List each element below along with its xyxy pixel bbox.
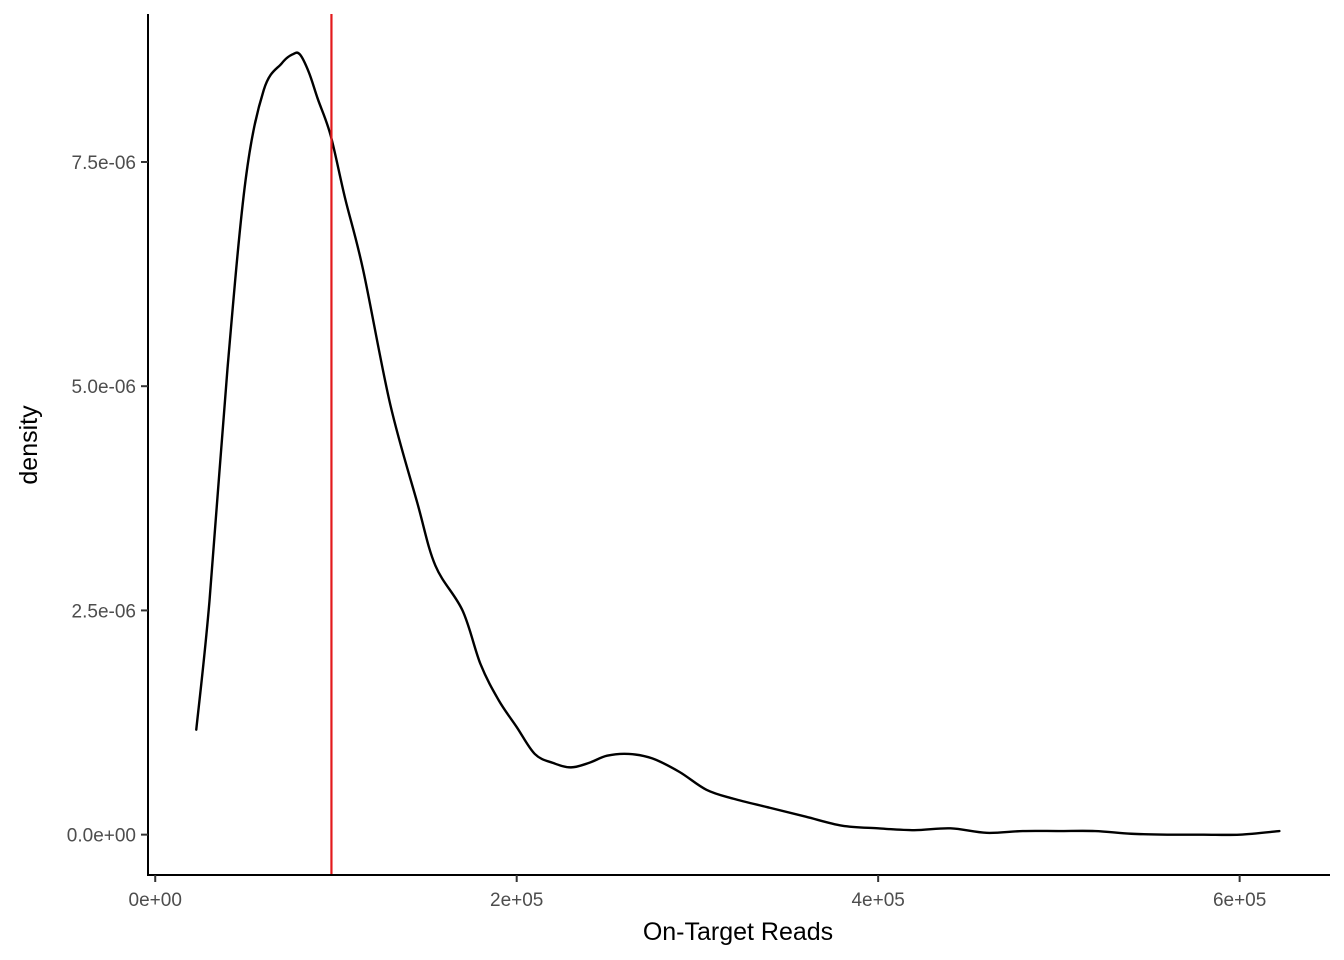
y-tick-label: 0.0e+00 <box>67 826 136 847</box>
y-tick-label: 2.5e-06 <box>72 601 136 622</box>
x-axis-title: On-Target Reads <box>643 918 833 946</box>
plot-area <box>195 14 1281 875</box>
x-tick-label: 0e+00 <box>129 890 182 911</box>
density-curve-0 <box>195 51 1281 837</box>
y-tick-label: 7.5e-06 <box>72 153 136 174</box>
y-axis-title: density <box>15 405 43 485</box>
tick-marks <box>141 160 1241 882</box>
axes <box>147 14 1330 876</box>
x-tick-label: 6e+05 <box>1213 890 1266 911</box>
tick-labels: 0e+00 2e+05 4e+05 6e+05 0.0e+00 2.5e-06 5.0e-0… <box>67 153 1267 911</box>
x-tick-label: 2e+05 <box>490 890 543 911</box>
y-tick-label: 5.0e-06 <box>72 377 136 398</box>
x-tick-label: 4e+05 <box>851 890 904 911</box>
